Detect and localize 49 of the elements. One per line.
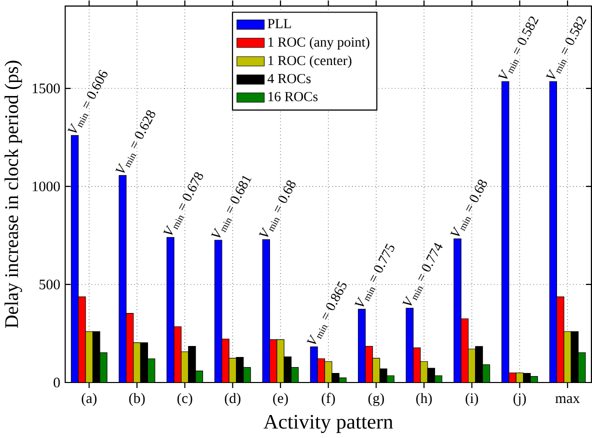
x-tick-label: (h) [416,393,432,406]
annotation: V$_{min}$ = 0.774 [402,243,443,306]
bar [118,175,126,383]
annotation: V$_{min}$ = 0.628 [115,110,156,173]
x-tick-label: (f) [322,393,335,406]
x-tick-label: (c) [177,393,192,406]
x-tick-label: (j) [514,393,526,406]
annotation: V$_{min}$ = 0.68 [450,180,487,236]
bar [262,240,270,383]
bar [78,296,86,383]
bar [70,135,79,383]
annotation: V$_{min}$ = 0.678 [163,172,204,235]
legend-label: 4 ROCs [268,74,311,84]
y-tick-label: 1000 [32,182,60,192]
x-tick-label: (e) [273,393,288,406]
x-tick-label: (i) [466,393,478,406]
x-axis-title: Activity pattern [264,415,393,434]
x-tick-label: (g) [368,393,384,406]
legend-label: 1 ROC (center) [268,56,352,68]
annotation: V$_{min}$ = 0.775 [354,244,394,307]
x-tick-label: (a) [82,393,96,406]
bar [549,81,558,383]
bar [126,313,134,383]
y-tick-label: 1500 [32,84,60,94]
bar [460,318,469,383]
x-tick-label: (d) [224,393,240,406]
bar [501,81,510,383]
annotation: V$_{min}$ = 0.582 [546,16,586,79]
y-axis-title: Delay increase in clock period (ps) [4,60,22,328]
annotation: V$_{min}$ = 0.865 [306,281,346,344]
bar [276,339,284,383]
annotation: V$_{min}$ = 0.606 [68,70,108,133]
y-tick-label: 500 [40,280,60,290]
bar [454,238,462,383]
annotation: V$_{min}$ = 0.582 [498,16,539,79]
annotation: V$_{min}$ = 0.68 [258,180,296,237]
bar [556,296,564,383]
y-tick-label: 0 [54,378,60,388]
bar [358,309,366,383]
legend-label: 1 ROC (any point) [268,37,370,50]
bar [166,237,174,383]
annotation: V$_{min}$ = 0.681 [211,176,252,238]
bar [214,240,222,383]
legend-label: PLL [268,19,291,28]
x-tick-label: max [555,396,580,404]
legend-label: 16 ROCs [268,92,318,102]
x-tick-label: (b) [129,393,145,406]
bar [406,308,414,383]
bar [365,346,373,383]
